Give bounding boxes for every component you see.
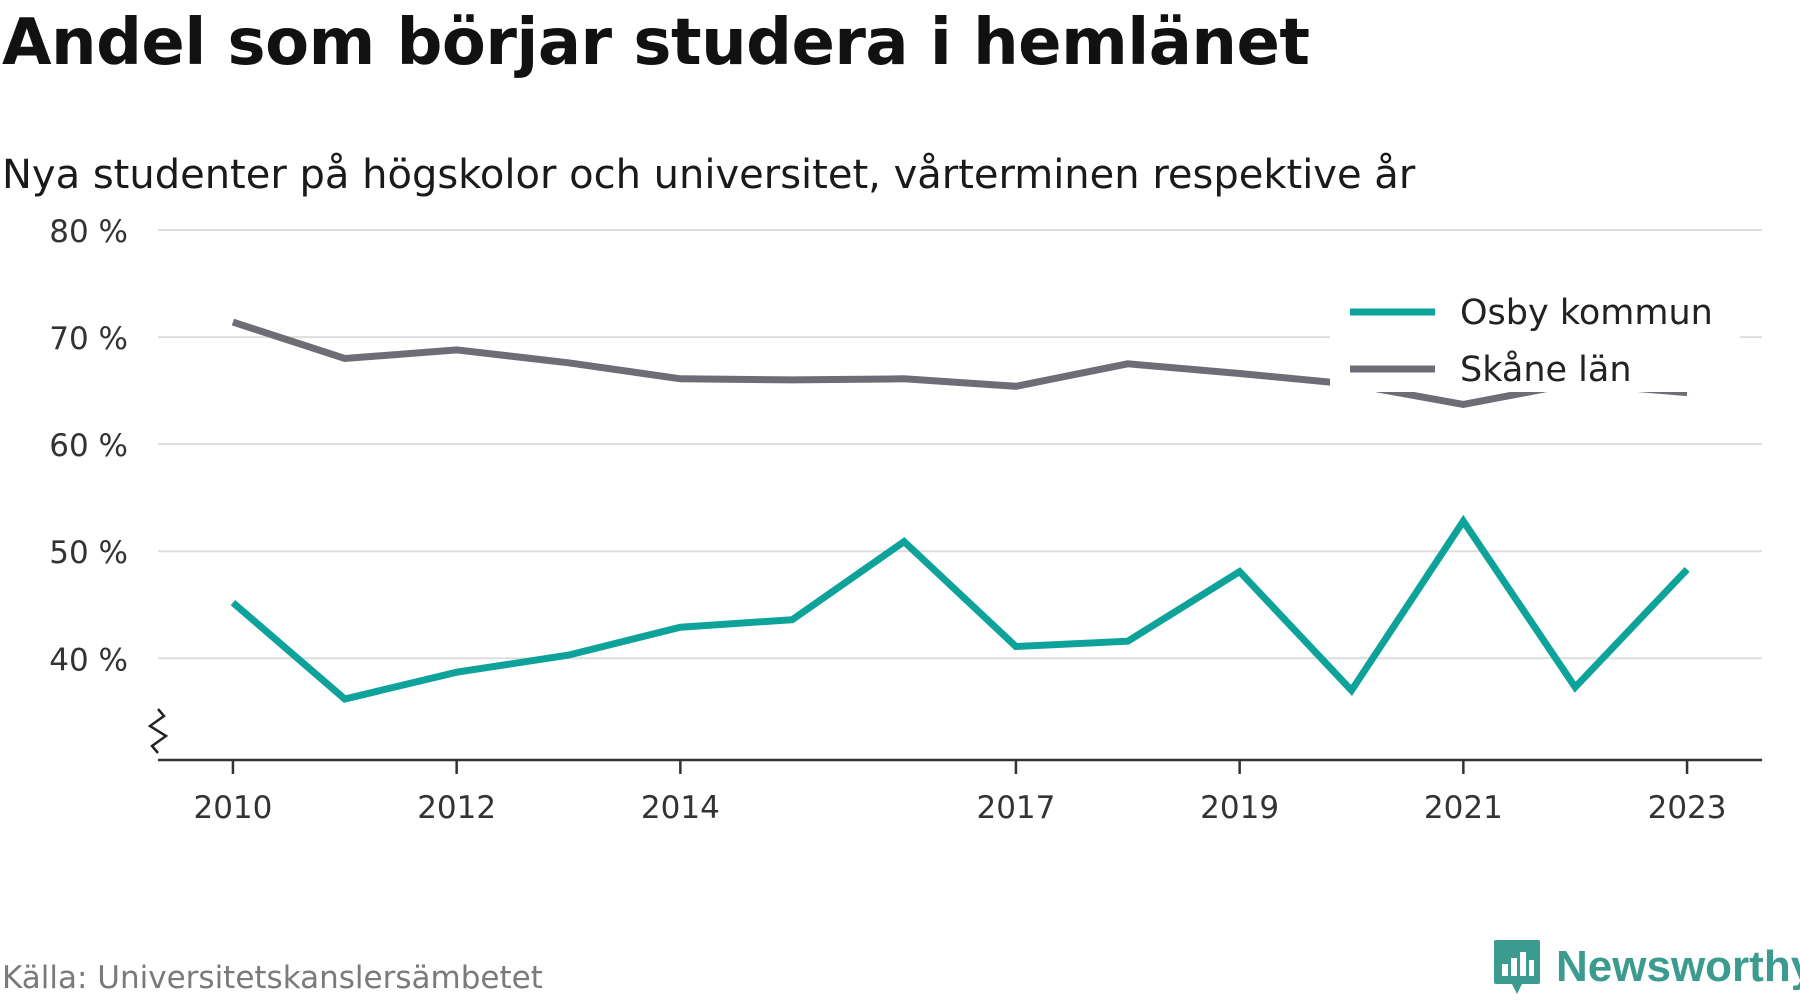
x-tick-label: 2019 bbox=[1200, 790, 1279, 826]
y-tick-label: 40 % bbox=[49, 642, 128, 678]
newsworthy-logo-icon bbox=[1494, 940, 1540, 994]
x-axis-labels: 2010 2012 2014 2017 2019 2021 2023 bbox=[193, 790, 1726, 826]
x-tick-label: 2014 bbox=[641, 790, 720, 826]
legend: Osby kommun Skåne län bbox=[1330, 282, 1740, 392]
x-axis bbox=[147, 708, 1762, 774]
series-line-osby-kommun bbox=[230, 514, 1690, 703]
line-chart: 40 %50 %60 %70 %80 % 2010 2012 2014 2017 201… bbox=[49, 214, 1762, 826]
chart-subtitle: Nya studenter på högskolor och universit… bbox=[2, 152, 1416, 198]
legend-label: Skåne län bbox=[1460, 349, 1632, 390]
x-tick-label: 2017 bbox=[976, 790, 1055, 826]
legend-background bbox=[1330, 282, 1740, 392]
y-tick-label: 70 % bbox=[49, 321, 128, 357]
y-axis-labels: 40 % 50 % 60 % 70 % 80 % bbox=[49, 214, 128, 678]
series-lines bbox=[230, 318, 1690, 703]
x-tick-label: 2010 bbox=[193, 790, 272, 826]
y-tick-label: 60 % bbox=[49, 428, 128, 464]
y-tick-label: 80 % bbox=[49, 214, 128, 250]
series-line-skane-lan bbox=[231, 318, 1688, 409]
legend-label: Osby kommun bbox=[1460, 293, 1713, 333]
x-tick-label: 2021 bbox=[1424, 790, 1503, 826]
source-note: Källa: Universitetskanslersämbetet bbox=[2, 960, 543, 996]
x-tick-label: 2012 bbox=[417, 790, 496, 826]
brand-name: Newsworthy bbox=[1556, 942, 1800, 991]
y-tick-label: 50 % bbox=[49, 535, 128, 571]
x-tick-label: 2023 bbox=[1648, 790, 1727, 826]
axis-break-icon bbox=[147, 708, 169, 754]
brand-logo: Newsworthy bbox=[1492, 938, 1800, 996]
chart-title: Andel som börjar studera i hemlänet bbox=[2, 6, 1310, 80]
